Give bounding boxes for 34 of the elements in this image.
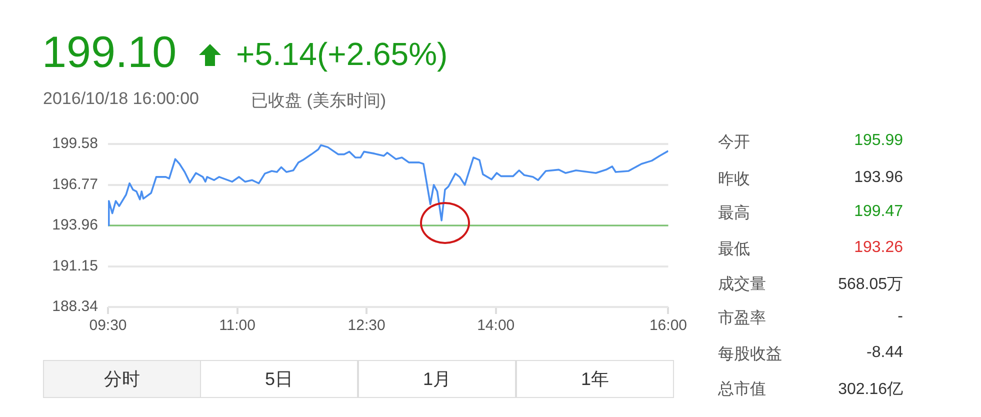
y-tick-label: 196.77 [52,176,98,193]
text: 分时 [43,360,201,398]
text: 193.96 [854,169,903,187]
text: - [898,308,903,326]
text: 193.26 [854,239,903,257]
text: 已收盘 (美东时间) [251,90,386,112]
y-tick-label: 199.58 [52,135,98,152]
text: +5.14(+2.65%) [236,36,448,73]
x-tick-label: 11:00 [219,317,256,334]
y-tick-label: 191.15 [52,257,98,274]
text: 302.16亿 [838,380,903,400]
text: 市盈率 [718,308,766,329]
x-tick-label: 14:00 [477,317,515,334]
text: 昨收 [718,170,750,190]
text: 今开 [718,133,750,153]
text: 199.47 [854,203,903,221]
text: 2016/10/18 16:00:00 [43,89,199,109]
text: 195.99 [854,132,903,150]
text: 1年 [516,360,674,398]
y-tick-label: 193.96 [52,216,98,234]
text: 成交量 [718,274,766,295]
text: 最高 [718,204,750,224]
text: 最低 [718,240,750,260]
x-tick-label: 09:30 [89,317,127,334]
text: 199.10 [42,28,177,78]
x-tick-label: 12:30 [348,317,386,334]
text: 总市值 [718,380,766,400]
x-tick-label: 16:00 [649,317,688,334]
text: 5日 [200,360,358,398]
text: 568.05万 [838,275,903,295]
text: 每股收益 [718,345,782,365]
text: 1月 [358,360,516,398]
y-tick-label: 188.34 [52,298,98,316]
text: -8.44 [866,344,903,362]
